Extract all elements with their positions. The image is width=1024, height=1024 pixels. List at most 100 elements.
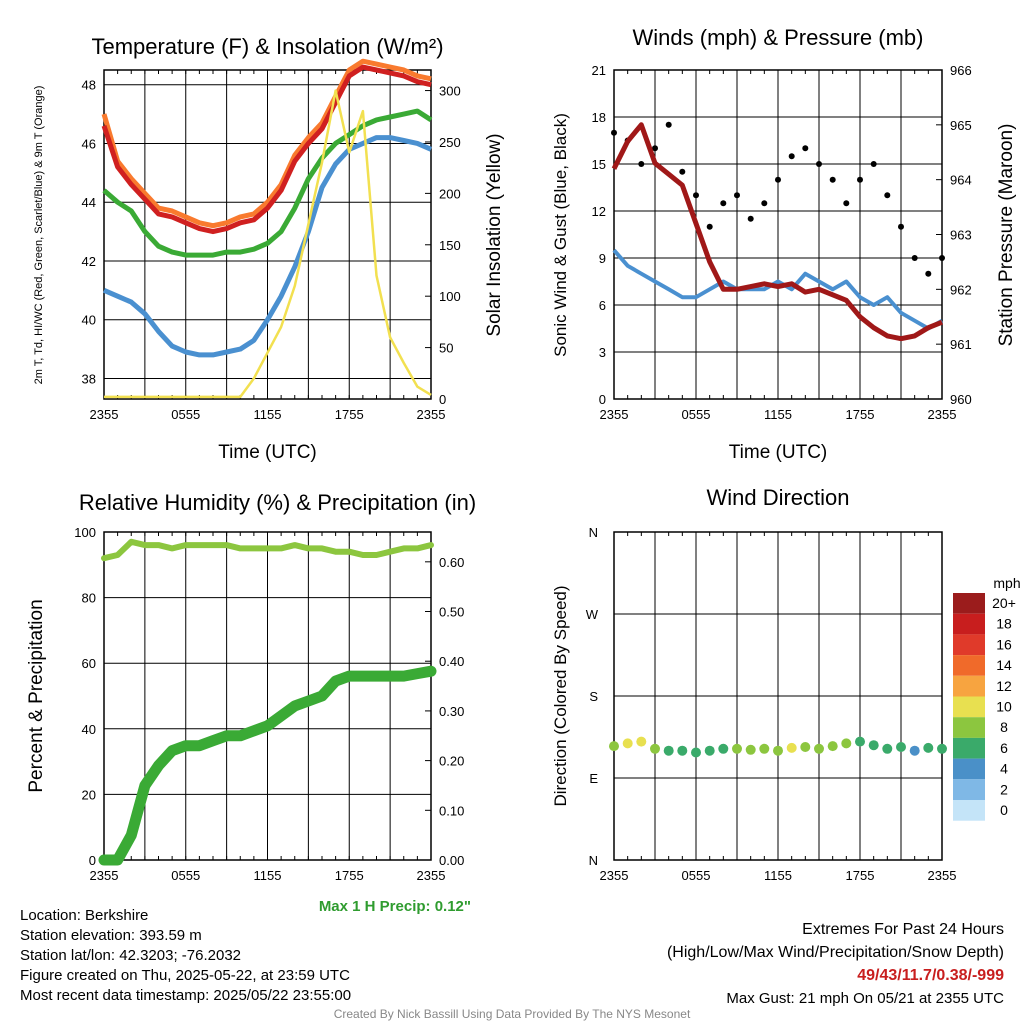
dir-ytick-label: W <box>586 607 599 622</box>
temp-series-line-4 <box>104 89 432 399</box>
max-precip-annotation: Max 1 H Precip: 0.12" <box>319 898 471 915</box>
extremes-values: 49/43/11.7/0.38/-999 <box>857 967 1004 984</box>
temp-title: Temperature (F) & Insolation (W/m²) <box>91 34 443 59</box>
direction-point <box>814 743 824 754</box>
temp-y2tick-label: 300 <box>439 84 461 99</box>
rh-y2tick-label: 0.10 <box>439 803 464 818</box>
rh-ytick-label: 0 <box>89 853 96 868</box>
wind-xlabel: Time (UTC) <box>729 442 828 463</box>
wind-xtick-label: 1155 <box>764 407 792 422</box>
gust-point <box>884 192 891 199</box>
wind-ytick-label: 0 <box>599 392 606 407</box>
wind-y2tick-label: 960 <box>950 392 972 407</box>
direction-point <box>609 741 619 752</box>
temp-series-line-1 <box>101 64 432 235</box>
direction-point <box>773 745 783 756</box>
wind-ytick-label: 3 <box>599 345 606 360</box>
legend-swatch <box>953 717 985 738</box>
legend-label: 18 <box>996 616 1012 632</box>
wind-ytick-label: 15 <box>592 157 606 172</box>
direction-point <box>745 744 756 755</box>
direction-point <box>937 743 947 754</box>
wind-ytick-label: 12 <box>592 204 606 219</box>
legend-label: 6 <box>1000 740 1008 756</box>
direction-point <box>896 742 906 752</box>
rh-ytick-label: 20 <box>82 787 96 802</box>
rh-y2tick-label: 0.50 <box>439 605 464 620</box>
legend-label: 16 <box>996 636 1012 652</box>
dir-xtick-label: 2355 <box>600 868 629 883</box>
wind-ytick-label: 6 <box>599 298 606 313</box>
dir-xtick-label: 1755 <box>846 868 875 883</box>
temp-series-line-2 <box>102 108 433 258</box>
gust-point <box>734 192 740 199</box>
rh-y2tick-label: 0.30 <box>439 704 464 719</box>
direction-point <box>650 743 660 754</box>
gust-point <box>706 223 713 230</box>
gust-point <box>911 255 918 261</box>
gust-point <box>857 176 863 183</box>
wind-y2tick-label: 965 <box>950 118 972 133</box>
rh-xtick-label: 0555 <box>171 868 200 883</box>
rh-series-line-0 <box>101 538 434 562</box>
gust-point <box>802 145 809 152</box>
legend-swatch <box>953 655 985 676</box>
direction-point <box>691 747 701 758</box>
wind-y2tick-label: 961 <box>950 337 972 352</box>
legend-label: 2 <box>1000 781 1008 797</box>
extremes-title: Extremes For Past 24 Hours <box>802 921 1004 938</box>
dir-ylabel: Direction (Colored By Speed) <box>551 585 570 806</box>
location-text: Location: Berkshire <box>20 907 149 924</box>
temp-ytick-label: 42 <box>82 254 96 269</box>
gust-point <box>720 200 727 207</box>
temp-y2tick-label: 200 <box>439 186 461 201</box>
legend-title: mph <box>993 575 1020 591</box>
rh-ytick-label: 80 <box>82 591 96 606</box>
legend-swatch <box>953 800 985 821</box>
wind-y2tick-label: 964 <box>950 173 972 188</box>
temp-ylabel: 2m T, Td, HI/WC (Red, Green, Scarlet/Blu… <box>33 86 45 385</box>
temp-y2tick-label: 250 <box>439 135 461 150</box>
dir-xtick-label: 1155 <box>764 868 792 883</box>
wind-ytick-label: 9 <box>599 251 606 266</box>
legend-swatch <box>953 613 985 635</box>
temp-xtick-label: 1755 <box>335 407 364 422</box>
gust-point <box>898 223 904 230</box>
legend-swatch <box>953 779 985 800</box>
direction-point <box>923 742 934 753</box>
gust-point <box>925 270 932 277</box>
temp-ytick-label: 48 <box>82 78 96 93</box>
direction-point <box>855 736 865 747</box>
rh-ylabel: Percent & Precipitation <box>26 599 47 792</box>
wind-y2tick-label: 962 <box>950 282 972 297</box>
legend-swatch <box>953 675 985 697</box>
wind-ytick-label: 21 <box>592 63 606 78</box>
dir-ytick-label: S <box>589 689 598 704</box>
rh-xtick-label: 1155 <box>254 868 282 883</box>
extremes-subtitle: (High/Low/Max Wind/Precipitation/Snow De… <box>666 944 1004 961</box>
legend-swatch <box>953 737 985 759</box>
gust-point <box>611 129 617 136</box>
rh-title: Relative Humidity (%) & Precipitation (i… <box>79 490 476 515</box>
legend-swatch <box>953 634 985 656</box>
direction-point <box>677 745 688 756</box>
gust-point <box>829 176 836 183</box>
direction-point <box>841 738 852 749</box>
temp-y2tick-label: 100 <box>439 289 461 304</box>
rh-y2tick-label: 0.60 <box>439 555 464 570</box>
legend-label: 12 <box>996 678 1012 694</box>
direction-point <box>636 736 647 747</box>
gust-point <box>761 200 768 207</box>
wind-series-line-2 <box>611 122 943 342</box>
wind-ylabel: Sonic Wind & Gust (Blue, Black) <box>551 113 570 357</box>
rh-xtick-label: 2355 <box>90 868 119 883</box>
temp-xtick-label: 2355 <box>417 407 446 422</box>
temp-xlabel: Time (UTC) <box>218 442 317 463</box>
temp-xtick-label: 1155 <box>254 407 282 422</box>
dir-ytick-label: N <box>589 525 598 540</box>
dir-title: Wind Direction <box>706 485 849 510</box>
wind-xtick-label: 0555 <box>682 407 711 422</box>
direction-point <box>868 740 879 751</box>
legend-label: 20+ <box>992 595 1016 611</box>
